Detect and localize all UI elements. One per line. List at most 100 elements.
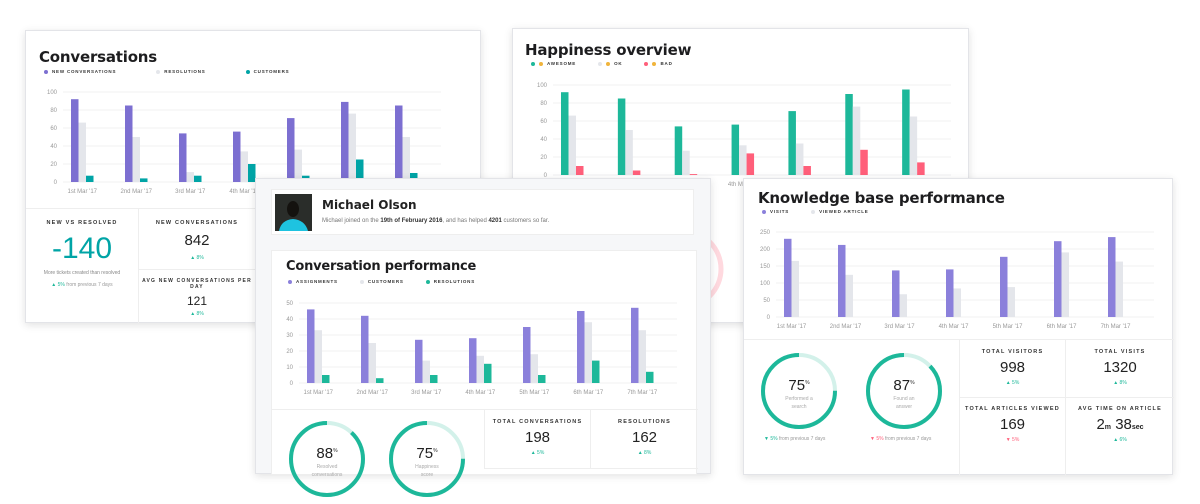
- x-tick-label: 5th Mar '17: [993, 324, 1023, 330]
- stat-new-vs-resolved: NEW VS RESOLVED -140 More tickets create…: [26, 208, 139, 323]
- stat-new-conversations: NEW CONVERSATIONS 842 ▲ 8%: [139, 208, 256, 270]
- bar: [946, 269, 954, 317]
- bar: [576, 166, 584, 175]
- bar: [361, 315, 369, 383]
- bar: [86, 175, 94, 182]
- bar: [341, 101, 349, 182]
- performance-legend: ASSIGNMENTS CUSTOMERS RESOLUTIONS: [288, 279, 475, 284]
- stat-avg-time: AVG TIME ON ARTICLE 2m 38sec ▲ 6%: [1078, 406, 1162, 443]
- x-tick-label: 1st Mar '17: [304, 390, 334, 396]
- bar: [909, 116, 918, 175]
- donut-progress: [866, 353, 942, 429]
- donut-ring: [866, 353, 942, 429]
- bar: [186, 172, 194, 182]
- bar: [410, 173, 418, 182]
- donut-ring: [761, 353, 837, 429]
- bar: [1007, 287, 1015, 317]
- bar: [803, 166, 811, 175]
- stat-resolutions: RESOLUTIONS 162 ▲ 8%: [591, 409, 698, 469]
- bar: [852, 106, 861, 175]
- bar: [638, 330, 646, 383]
- bar: [845, 274, 853, 317]
- bar: [78, 122, 86, 182]
- bar: [674, 126, 683, 175]
- y-tick-label: 0: [54, 180, 58, 186]
- performance-title: Conversation performance: [286, 259, 477, 274]
- donut-happiness: 75% Happiness score: [387, 419, 467, 499]
- legend-customers: CUSTOMERS: [245, 69, 290, 74]
- y-tick-label: 30: [286, 333, 293, 339]
- bar: [348, 113, 356, 182]
- legend-new-conversations: NEW CONVERSATIONS: [44, 69, 116, 74]
- conversations-title: Conversations: [39, 48, 158, 66]
- bar: [646, 371, 654, 383]
- bar: [902, 89, 910, 175]
- bar: [395, 105, 403, 182]
- bar: [132, 137, 140, 182]
- knowledge-chart: 0 50 100 150 200 250 1st Mar '17 2nd Mar '17 3rd…: [754, 226, 1154, 331]
- donut-ring: [289, 421, 365, 497]
- bar: [584, 322, 592, 383]
- bar: [71, 99, 79, 182]
- bar: [689, 174, 698, 175]
- bar: [179, 133, 187, 182]
- y-tick-label: 40: [50, 144, 57, 150]
- bar: [784, 238, 792, 317]
- legend-bad: BAD: [644, 61, 672, 66]
- bar: [617, 98, 626, 175]
- stat-total-conversations: TOTAL CONVERSATIONS 198 ▲ 5%: [484, 409, 591, 469]
- bar: [294, 149, 302, 182]
- avatar: [275, 194, 312, 231]
- bar: [469, 338, 477, 383]
- x-tick-label: 7th Mar '17: [627, 390, 657, 396]
- x-tick-label: 4th Mar '17: [939, 324, 969, 330]
- bar: [194, 175, 202, 182]
- bar: [791, 260, 799, 317]
- bar: [892, 270, 900, 317]
- y-tick-label: 50: [763, 298, 770, 304]
- y-tick-label: 100: [47, 90, 58, 96]
- conversations-legend: NEW CONVERSATIONS RESOLUTIONS CUSTOMERS: [44, 69, 289, 74]
- legend-awesome: AWESOME: [531, 61, 576, 66]
- bar: [430, 375, 438, 383]
- legend-visits: VISITS: [762, 209, 789, 214]
- happiness-title: Happiness overview: [525, 41, 692, 59]
- y-tick-label: 20: [286, 349, 293, 355]
- stat-total-visits: TOTAL VISITS 1320 ▲ 8%: [1066, 339, 1174, 398]
- agent-bio: Michael joined on the 19th of February 2…: [322, 218, 550, 224]
- x-tick-label: 5th Mar '17: [519, 390, 549, 396]
- y-tick-label: 0: [767, 315, 771, 321]
- bar: [538, 375, 546, 383]
- stat-total-visitors: TOTAL VISITORS 998 ▲ 5%: [959, 339, 1066, 398]
- donut-progress: [389, 421, 465, 497]
- donut-ring: [389, 421, 465, 497]
- bar: [739, 145, 747, 175]
- bar: [953, 288, 961, 317]
- donut-progress: [761, 353, 837, 429]
- agent-name: Michael Olson: [322, 198, 417, 212]
- bar: [233, 131, 241, 182]
- y-tick-label: 50: [286, 301, 293, 307]
- y-tick-label: 40: [286, 317, 293, 323]
- bar: [287, 118, 295, 182]
- x-tick-label: 4th Mar '17: [465, 390, 495, 396]
- x-tick-label: 1st Mar '17: [777, 324, 807, 330]
- bar: [1061, 252, 1069, 317]
- bar: [860, 149, 868, 175]
- donut-performed-search: 75% Performed a search: [759, 351, 839, 431]
- y-tick-label: 0: [544, 173, 548, 179]
- x-tick-label: 3rd Mar '17: [175, 189, 206, 195]
- bar: [577, 311, 585, 383]
- bar: [314, 330, 322, 383]
- x-tick-label: 6th Mar '17: [1047, 324, 1077, 330]
- y-tick-label: 100: [760, 281, 771, 287]
- bar: [1000, 256, 1008, 317]
- legend-viewed-article: VIEWED ARTICLE: [811, 209, 869, 214]
- y-tick-label: 80: [50, 108, 57, 114]
- bar: [731, 124, 740, 175]
- y-tick-label: 20: [540, 155, 547, 161]
- y-tick-label: 200: [760, 247, 771, 253]
- x-tick-label: 1st Mar '17: [68, 189, 98, 195]
- y-tick-label: 10: [286, 365, 293, 371]
